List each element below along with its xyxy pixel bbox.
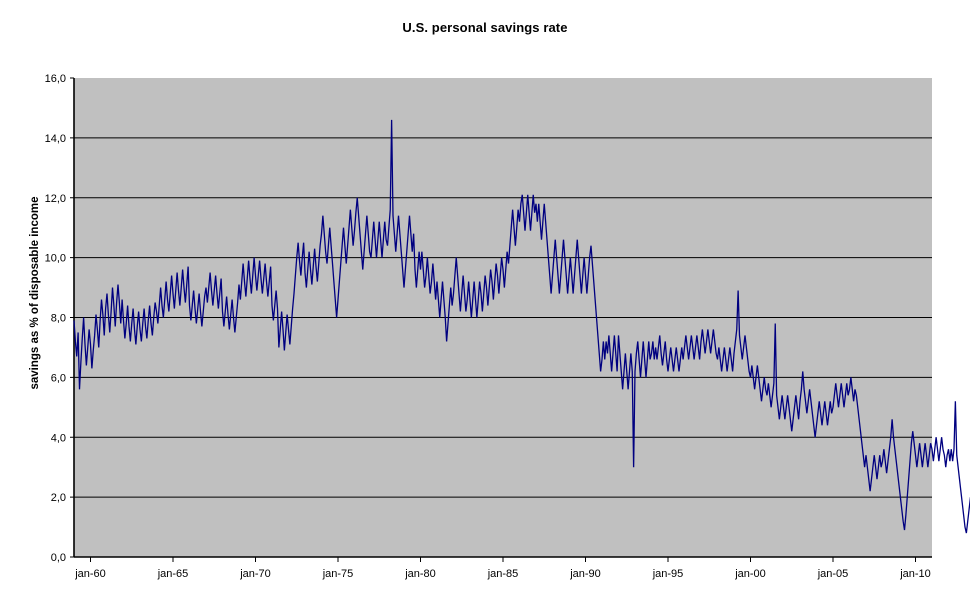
x-axis-tick-label: jan-70 [239,568,271,580]
data-line-savings-rate [73,119,970,534]
gridlines-group [74,137,932,498]
axis-lines-group [73,78,932,558]
chart-title: U.S. personal savings rate [402,20,568,35]
x-axis-ticks-group: jan-60 jan-65 jan-70 jan-75 jan-80 jan-85 jan-… [74,557,931,580]
x-axis-tick-label: jan-00 [734,568,766,580]
x-axis-tick-label: jan-60 [74,568,106,580]
y-axis-tick-label: 2,0 [51,492,66,504]
x-axis-tick-label: jan-90 [569,568,601,580]
y-axis-tick-label: 4,0 [51,432,66,444]
y-axis-tick-label: 0,0 [51,552,66,564]
y-axis-tick-label: 6,0 [51,372,66,384]
y-axis-ticks-group: 0,0 2,0 4,0 6,0 8,0 10,0 12,0 14,0 16,0 [45,73,74,564]
x-axis-tick-label: jan-85 [487,568,519,580]
y-axis-tick-label: 8,0 [51,313,66,325]
x-axis-tick-label: jan-95 [652,568,684,580]
x-axis-tick-label: jan-75 [322,568,354,580]
y-axis-tick-label: 12,0 [45,193,66,205]
x-axis-tick-label: jan-10 [899,568,931,580]
data-series-group [73,119,970,534]
x-axis-tick-label: jan-05 [817,568,849,580]
y-axis-tick-label: 10,0 [45,253,66,265]
y-axis-tick-label: 14,0 [45,133,66,145]
y-axis-tick-label: 16,0 [45,73,66,85]
x-axis-tick-label: jan-65 [157,568,189,580]
x-axis-tick-label: jan-80 [404,568,436,580]
